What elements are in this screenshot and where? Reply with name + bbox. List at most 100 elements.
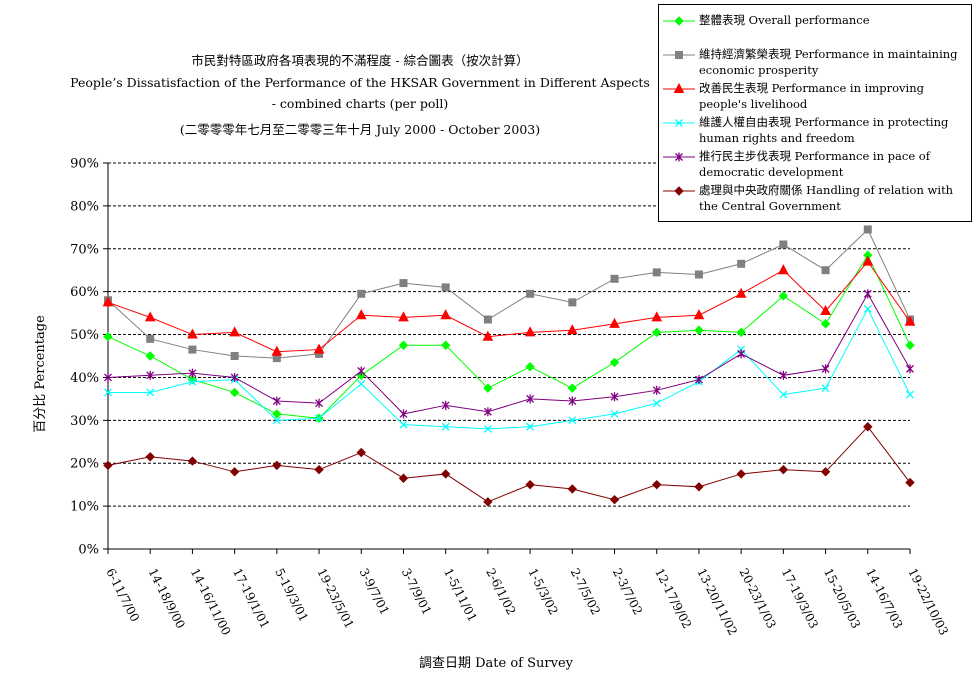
chart-date-range: (二零零零年七月至二零零三年十月 July 2000 - October 200…	[179, 122, 541, 137]
data-point	[651, 311, 663, 322]
data-point	[440, 469, 451, 479]
data-point	[483, 407, 492, 417]
x-tick-label: 5-19/3/01	[272, 566, 311, 624]
legend-label-democracy: 推行民主步伐表現 Performance in pace of democrat…	[699, 149, 930, 179]
data-point	[398, 311, 409, 322]
data-point	[229, 467, 240, 477]
data-point	[778, 291, 789, 301]
data-point	[103, 460, 113, 471]
legend-item-democracy: 推行民主步伐表現 Performance in pace of democrat…	[659, 148, 971, 182]
data-point	[104, 388, 112, 397]
data-point	[778, 264, 789, 275]
data-point	[821, 384, 830, 393]
data-point	[188, 368, 197, 378]
legend-label-central-gov: 處理與中央政府關係 Handling of relation with the …	[699, 183, 954, 213]
legend-item-economy: 維持經濟繁榮表現 Performance in maintaining econ…	[659, 46, 971, 80]
data-point	[399, 409, 408, 419]
y-tick-labels: 0% 10% 20% 30% 40% 50% 60% 70% 80% 90%	[70, 157, 99, 558]
y-tick-label: 90%	[70, 157, 99, 172]
x-tick-label: 14-16/7/03	[863, 566, 905, 631]
data-point	[145, 452, 155, 462]
y-tick-label: 20%	[70, 457, 99, 472]
data-point	[694, 325, 704, 335]
data-point	[483, 497, 493, 507]
x-tick-label: 6-11/7/00	[103, 566, 142, 624]
x-tick-label: 3-9/7/01	[357, 566, 392, 617]
data-point	[483, 383, 493, 393]
y-tick-label: 0%	[78, 543, 99, 558]
data-point	[357, 379, 366, 388]
data-point	[568, 298, 577, 307]
data-point	[230, 372, 239, 382]
data-point	[863, 304, 872, 313]
data-point	[863, 289, 872, 299]
data-point	[441, 422, 450, 431]
series-line	[108, 307, 911, 430]
data-point	[905, 340, 915, 350]
legend-swatch-overall	[663, 16, 695, 26]
data-point	[694, 482, 704, 492]
y-tick-label: 30%	[70, 414, 99, 429]
data-point	[863, 225, 872, 234]
data-point	[779, 370, 788, 380]
series-1	[104, 225, 914, 363]
data-point	[693, 309, 705, 320]
x-axis-label: 調查日期 Date of Survey	[419, 656, 574, 671]
y-axis-label: 百分比 Percentage	[33, 315, 48, 433]
data-point	[440, 340, 451, 350]
series-line	[107, 254, 911, 419]
data-point	[483, 315, 492, 324]
data-point	[737, 349, 746, 359]
data-point	[821, 266, 830, 275]
data-point	[188, 345, 197, 354]
data-point	[272, 460, 282, 471]
legend-marker	[675, 152, 683, 162]
x-tick-label: 1-5/11/01	[441, 566, 480, 624]
x-tick-label: 2-3/7/02	[610, 566, 645, 617]
data-point	[144, 311, 156, 322]
data-point	[398, 473, 409, 483]
data-point	[104, 372, 112, 382]
data-point	[652, 399, 661, 408]
data-point	[820, 467, 831, 477]
x-tick-label: 2-6/1/02	[483, 566, 518, 617]
series-line	[107, 425, 911, 503]
series-line	[107, 228, 911, 359]
x-tick-label: 14-18/9/00	[146, 566, 188, 631]
y-tick-label: 70%	[70, 242, 99, 257]
data-point	[524, 326, 536, 337]
data-point	[779, 240, 788, 249]
data-point	[863, 422, 873, 432]
data-point	[821, 364, 830, 374]
x-tick-label: 19-23/5/01	[314, 566, 356, 631]
series-0	[103, 250, 915, 423]
x-tick-label: 2-7/5/02	[568, 566, 603, 617]
x-tick-label: 12-17/9/02	[652, 566, 694, 631]
data-point	[609, 494, 620, 505]
data-point	[735, 287, 747, 298]
data-point	[146, 334, 155, 343]
data-point	[483, 424, 492, 433]
chart-legend: 整體表現 Overall performance 維持經濟繁榮表現 Perfor…	[658, 4, 972, 222]
data-point	[694, 270, 703, 279]
series-5	[103, 422, 915, 507]
y-tick-label: 60%	[70, 285, 99, 300]
data-point	[567, 484, 578, 494]
x-tick-label: 14-16/11/00	[188, 566, 234, 638]
data-point	[526, 422, 535, 431]
data-point	[526, 289, 535, 298]
data-point	[820, 319, 831, 329]
x-tick-label: 3-7/9/01	[399, 566, 434, 617]
data-point	[103, 331, 113, 342]
data-point	[145, 351, 155, 361]
legend-label-economy: 維持經濟繁榮表現 Performance in maintaining econ…	[699, 47, 958, 77]
data-point	[737, 259, 746, 268]
data-point	[313, 343, 325, 354]
y-tick-label: 10%	[70, 500, 99, 515]
data-point	[609, 317, 620, 328]
legend-marker	[674, 16, 684, 26]
legend-label-human-rights: 維護人權自由表現 Performance in protecting human…	[699, 115, 949, 145]
data-point	[778, 464, 789, 475]
data-point	[398, 340, 409, 350]
y-tick-label: 50%	[70, 328, 99, 343]
